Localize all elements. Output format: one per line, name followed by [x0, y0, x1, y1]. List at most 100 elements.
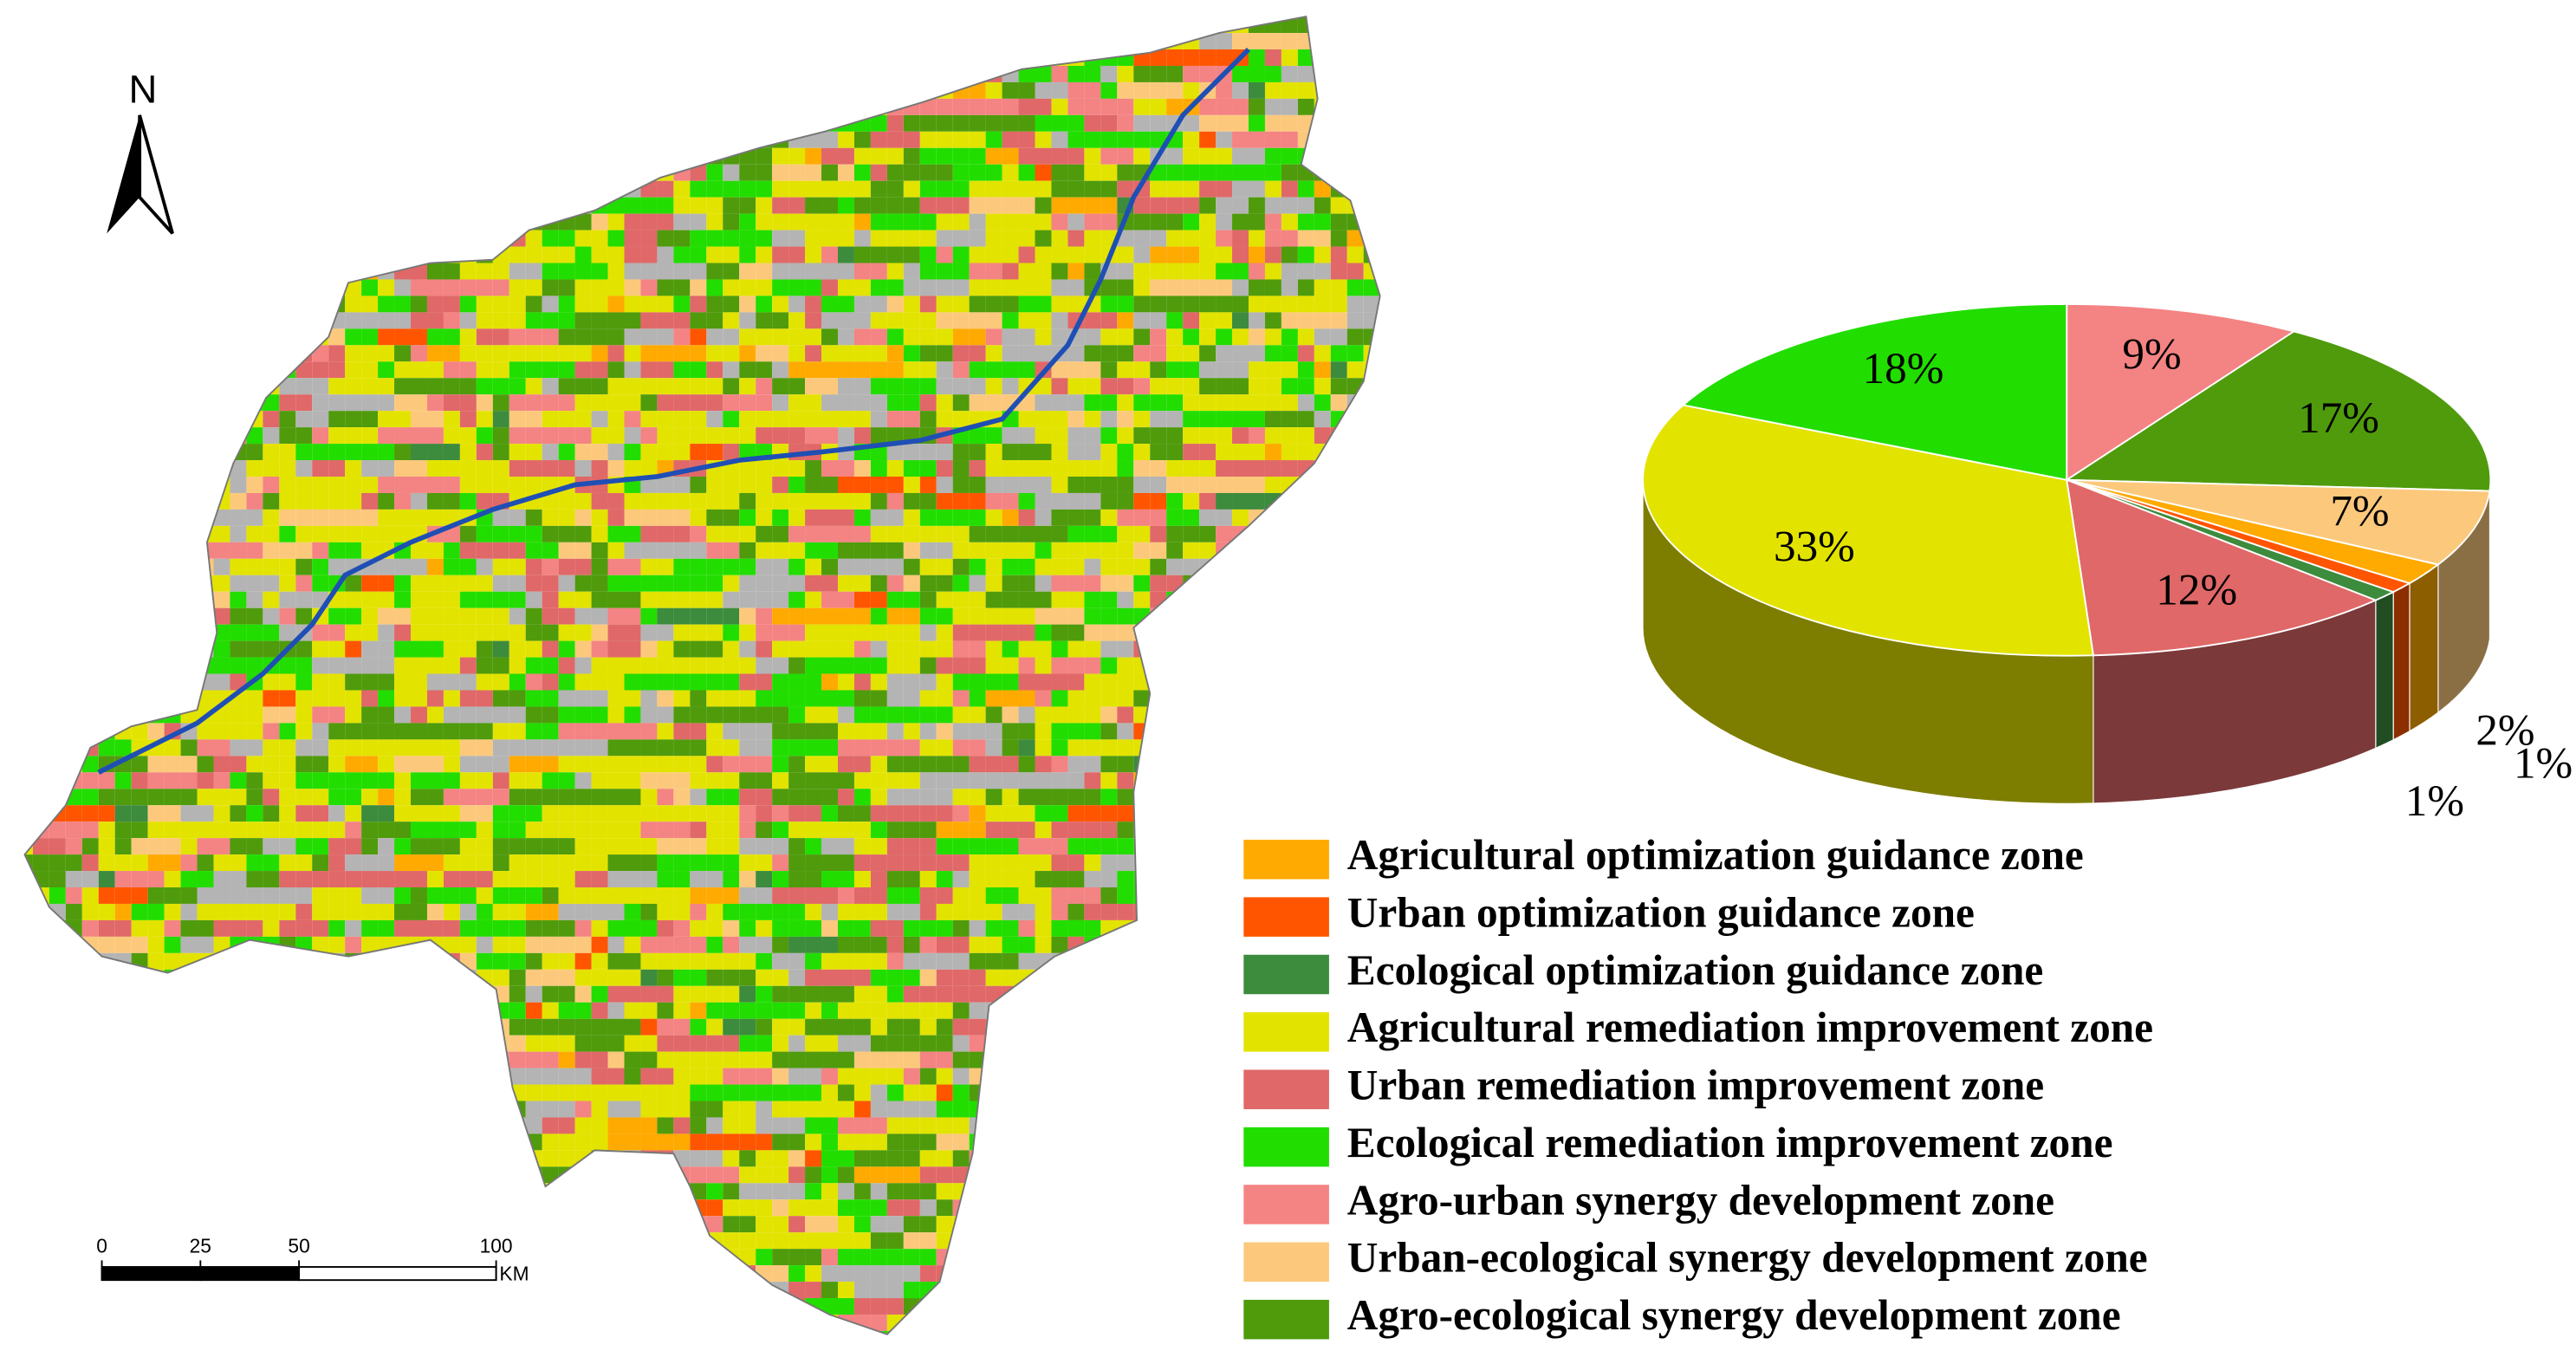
map-cell — [213, 591, 230, 608]
map-cell — [903, 854, 920, 872]
map-cell — [1018, 65, 1035, 82]
map-cell — [426, 805, 444, 822]
map-cell — [1248, 33, 1265, 50]
map-cell — [98, 575, 115, 592]
map-cell — [1363, 312, 1380, 329]
map-cell — [279, 969, 296, 986]
map-cell — [821, 756, 838, 773]
map-cell — [706, 131, 723, 148]
map-cell — [164, 690, 181, 707]
map-cell — [936, 394, 953, 412]
map-cell — [65, 49, 82, 66]
map-cell — [1084, 756, 1101, 773]
map-cell — [1216, 542, 1233, 559]
map-cell — [1018, 16, 1035, 34]
map-cell — [739, 657, 756, 674]
map-cell — [624, 197, 641, 214]
map-cell — [1117, 49, 1134, 66]
map-cell — [1150, 492, 1167, 510]
map-cell — [821, 871, 838, 888]
map-cell — [459, 640, 477, 658]
map-cell — [821, 952, 838, 970]
map-cell — [969, 49, 986, 66]
map-cell — [657, 525, 674, 542]
map-cell — [81, 312, 99, 329]
map-cell — [1018, 952, 1035, 970]
map-cell — [952, 575, 970, 592]
map-cell — [1281, 739, 1298, 757]
map-cell — [739, 114, 756, 132]
map-cell — [164, 542, 181, 559]
map-cell — [295, 164, 313, 181]
map-cell — [1330, 607, 1347, 625]
map-cell — [805, 411, 822, 428]
map-cell — [180, 476, 198, 493]
map-cell — [1297, 328, 1314, 346]
map-cell — [361, 838, 379, 855]
map-cell — [1363, 607, 1380, 625]
map-cell — [114, 328, 132, 346]
map-cell — [985, 525, 1002, 542]
map-cell — [772, 65, 789, 82]
map-cell — [607, 444, 625, 461]
map-cell — [837, 197, 854, 214]
map-cell — [542, 296, 559, 313]
map-cell — [1248, 624, 1265, 641]
map-cell — [1150, 378, 1167, 395]
map-cell — [1002, 657, 1019, 674]
map-cell — [24, 345, 33, 362]
map-cell — [542, 952, 559, 970]
map-cell — [1166, 871, 1184, 888]
map-cell — [969, 180, 986, 198]
map-cell — [1297, 591, 1314, 608]
map-cell — [1297, 312, 1314, 329]
map-cell — [312, 114, 329, 132]
map-cell — [574, 854, 592, 872]
map-cell — [180, 147, 198, 165]
map-cell — [24, 591, 33, 608]
map-cell — [49, 575, 66, 592]
map-cell — [607, 164, 625, 181]
map-cell — [640, 81, 658, 99]
map-cell — [1297, 805, 1314, 822]
map-cell — [345, 230, 362, 247]
map-cell — [1183, 49, 1200, 66]
map-cell — [1051, 542, 1068, 559]
map-cell — [542, 81, 559, 99]
map-cell — [328, 180, 346, 198]
map-cell — [459, 411, 477, 428]
map-cell — [328, 476, 346, 493]
map-cell — [1314, 411, 1331, 428]
map-cell — [492, 49, 509, 66]
map-cell — [1150, 65, 1167, 82]
map-cell — [985, 591, 1002, 608]
map-cell — [723, 263, 740, 280]
map-cell — [936, 690, 953, 707]
map-cell — [65, 279, 82, 296]
map-cell — [1346, 690, 1364, 707]
map-cell — [837, 213, 854, 231]
map-cell — [443, 131, 460, 148]
map-cell — [936, 525, 953, 542]
map-cell — [772, 542, 789, 559]
map-cell — [624, 756, 641, 773]
map-cell — [246, 723, 263, 740]
map-cell — [805, 279, 822, 296]
map-cell — [213, 312, 230, 329]
map-cell — [1216, 378, 1233, 395]
map-cell — [1346, 723, 1364, 740]
map-cell — [1264, 411, 1282, 428]
map-cell — [1346, 296, 1364, 313]
map-cell — [936, 558, 953, 575]
map-cell — [378, 756, 395, 773]
map-cell — [952, 180, 970, 198]
map-cell — [723, 279, 740, 296]
map-cell — [706, 246, 723, 263]
map-cell — [1018, 246, 1035, 263]
map-cell — [65, 936, 82, 953]
map-cell — [131, 312, 148, 329]
map-cell — [246, 607, 263, 625]
map-cell — [772, 33, 789, 50]
map-cell — [114, 378, 132, 395]
map-cell — [690, 607, 707, 625]
